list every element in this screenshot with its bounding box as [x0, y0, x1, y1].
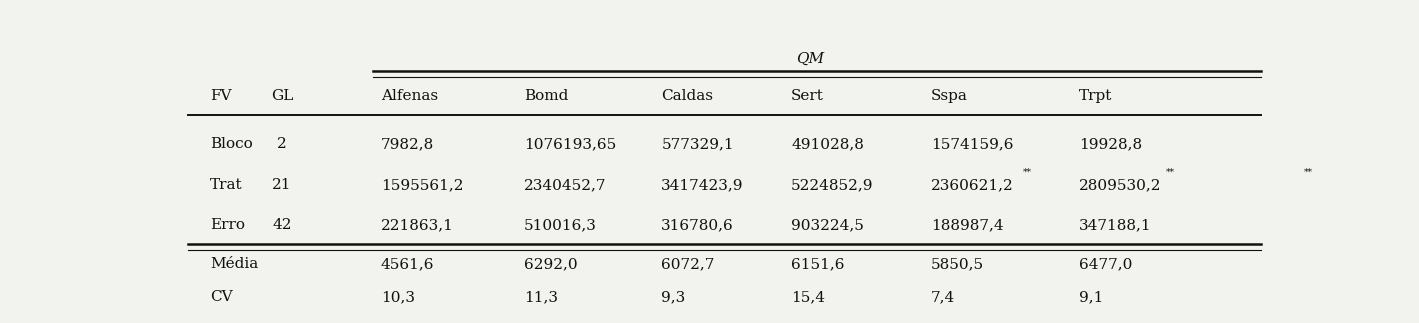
Text: 9,1: 9,1 [1080, 290, 1104, 304]
Text: 6477,0: 6477,0 [1080, 257, 1132, 271]
Text: 491028,8: 491028,8 [790, 138, 864, 151]
Text: Sert: Sert [790, 89, 824, 103]
Text: **: ** [1304, 167, 1313, 176]
Text: 42: 42 [272, 218, 291, 232]
Text: 2340452,7: 2340452,7 [524, 179, 606, 193]
Text: 316780,6: 316780,6 [661, 218, 734, 232]
Text: 2360621,2: 2360621,2 [931, 179, 1013, 193]
Text: 1595561,2: 1595561,2 [380, 179, 464, 193]
Text: **: ** [1023, 167, 1032, 176]
Text: 9,3: 9,3 [661, 290, 685, 304]
Text: 2: 2 [277, 138, 287, 151]
Text: Média: Média [210, 257, 258, 271]
Text: 2809530,2: 2809530,2 [1080, 179, 1162, 193]
Text: 6072,7: 6072,7 [661, 257, 715, 271]
Text: **: ** [1166, 167, 1175, 176]
Text: 1574159,6: 1574159,6 [931, 138, 1013, 151]
Text: 188987,4: 188987,4 [931, 218, 1003, 232]
Text: 221863,1: 221863,1 [380, 218, 454, 232]
Text: 577329,1: 577329,1 [661, 138, 734, 151]
Text: Alfenas: Alfenas [380, 89, 438, 103]
Text: 7982,8: 7982,8 [380, 138, 434, 151]
Text: 347188,1: 347188,1 [1080, 218, 1152, 232]
Text: 21: 21 [272, 179, 291, 193]
Text: 4561,6: 4561,6 [380, 257, 434, 271]
Text: 7,4: 7,4 [931, 290, 955, 304]
Text: 6292,0: 6292,0 [524, 257, 578, 271]
Text: Bloco: Bloco [210, 138, 253, 151]
Text: GL: GL [271, 89, 294, 103]
Text: Trat: Trat [210, 179, 243, 193]
Text: 510016,3: 510016,3 [524, 218, 596, 232]
Text: Bomd: Bomd [524, 89, 568, 103]
Text: 1076193,65: 1076193,65 [524, 138, 616, 151]
Text: Erro: Erro [210, 218, 245, 232]
Text: 19928,8: 19928,8 [1080, 138, 1142, 151]
Text: 15,4: 15,4 [790, 290, 824, 304]
Text: 903224,5: 903224,5 [790, 218, 864, 232]
Text: 5850,5: 5850,5 [931, 257, 983, 271]
Text: FV: FV [210, 89, 231, 103]
Text: 6151,6: 6151,6 [790, 257, 844, 271]
Text: 3417423,9: 3417423,9 [661, 179, 744, 193]
Text: Caldas: Caldas [661, 89, 714, 103]
Text: 10,3: 10,3 [380, 290, 414, 304]
Text: Sspa: Sspa [931, 89, 968, 103]
Text: 11,3: 11,3 [524, 290, 558, 304]
Text: CV: CV [210, 290, 233, 304]
Text: Trpt: Trpt [1080, 89, 1112, 103]
Text: 5224852,9: 5224852,9 [790, 179, 874, 193]
Text: QM: QM [796, 52, 824, 66]
